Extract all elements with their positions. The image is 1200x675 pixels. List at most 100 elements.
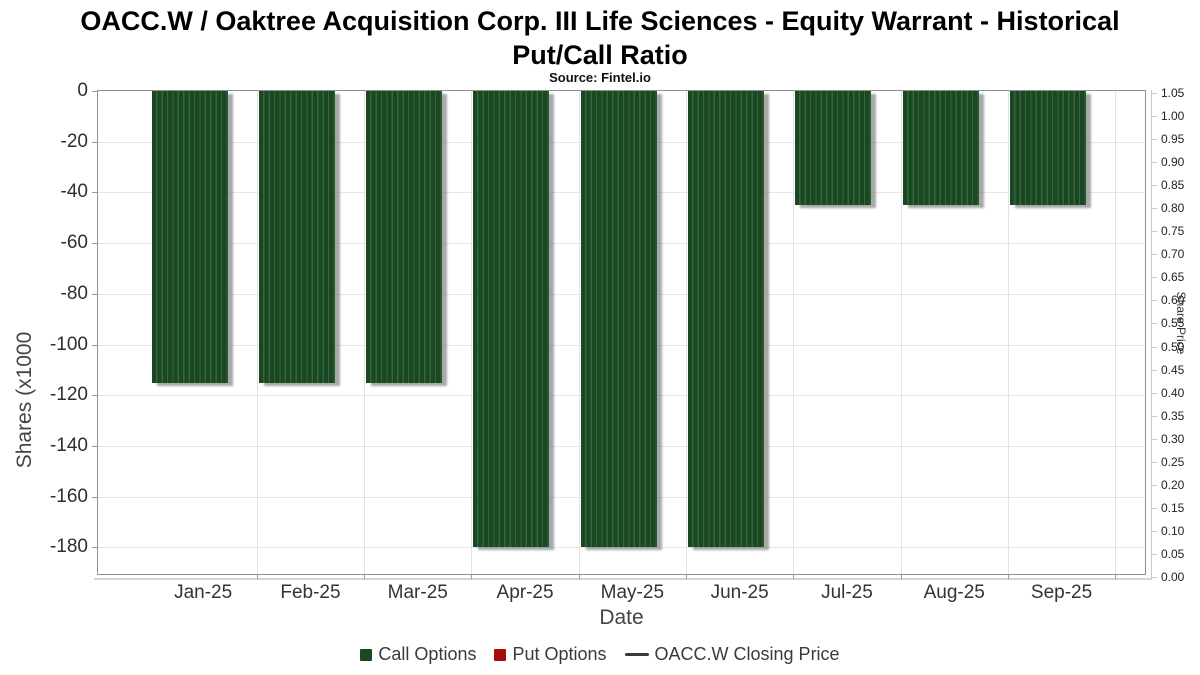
- x-axis-tick-label: Jul-25: [821, 582, 873, 603]
- chart-title-line2: Put/Call Ratio: [512, 40, 688, 70]
- bar-apr-25[interactable]: [473, 91, 550, 548]
- y-axis-right-tick-label: 0.05: [1161, 546, 1185, 561]
- y-axis-right-tick-label: 0.65: [1161, 270, 1185, 285]
- legend-label-oacc-w-closing-price: OACC.W Closing Price: [654, 644, 840, 664]
- y-axis-right-tick-mark: [1151, 162, 1157, 164]
- y-axis-right-tick-mark: [1151, 577, 1157, 578]
- y-axis-right-tick-label: 1.05: [1161, 86, 1185, 100]
- y-axis-left-tick-label: -160: [49, 485, 88, 507]
- v-gridline: [364, 91, 366, 574]
- x-axis-tick-label: Jan-25: [174, 582, 233, 603]
- x-axis-tick-label: Sep-25: [1030, 582, 1093, 603]
- y-axis-right-tick-mark: [1151, 369, 1157, 371]
- y-axis-left-tick-mark: [92, 243, 97, 245]
- y-axis-right-tick-mark: [1151, 507, 1157, 509]
- y-axis-left-tick-label: -60: [60, 232, 88, 254]
- legend-item-put-options[interactable]: Put Options: [494, 644, 607, 665]
- x-axis-tick-mark: [1007, 575, 1009, 579]
- legend-square-swatch-put-options: [494, 648, 507, 661]
- y-axis-right-tick-label: 0.35: [1161, 408, 1185, 423]
- y-axis-right-tick-mark: [1151, 93, 1157, 94]
- bar-aug-25[interactable]: [902, 91, 979, 206]
- y-axis-right-tick-mark: [1151, 438, 1157, 440]
- y-axis-right-tick-mark: [1151, 208, 1157, 210]
- x-axis-tick-mark: [686, 575, 687, 579]
- y-axis-left-tick-mark: [92, 445, 97, 447]
- x-axis-tick-mark: [364, 575, 366, 579]
- legend-line-swatch-oacc-w-closing-price: [624, 653, 649, 656]
- bar-sep-25[interactable]: [1009, 91, 1086, 206]
- x-axis-tick-mark: [900, 575, 902, 579]
- x-axis-tick-mark: [578, 575, 580, 579]
- y-axis-right-tick-label: 0.15: [1161, 500, 1185, 515]
- x-axis-tick-label: May-25: [600, 582, 665, 603]
- y-axis-right-tick-label: 0.75: [1161, 224, 1185, 239]
- bar-may-25[interactable]: [580, 91, 657, 548]
- y-axis-right-tick-label: 0.10: [1161, 523, 1185, 538]
- y-axis-right-tick-mark: [1151, 139, 1157, 141]
- y-axis-left-tick-label: -180: [49, 536, 88, 558]
- legend: Call Options Put Options OACC.W Closing Pr…: [0, 644, 1200, 665]
- bar-jul-25[interactable]: [795, 91, 872, 206]
- v-gridline: [1115, 91, 1117, 574]
- y-axis-left-tick-label: -80: [60, 282, 88, 304]
- y-axis-right-tick-mark: [1151, 461, 1157, 463]
- h-gridline: [98, 547, 1145, 549]
- y-axis-right-tick-mark: [1151, 231, 1157, 233]
- bar-mar-25[interactable]: [366, 91, 443, 383]
- y-axis-right-tick-label: 0.60: [1161, 293, 1185, 308]
- legend-item-oacc-w-closing-price[interactable]: OACC.W Closing Price: [624, 644, 840, 665]
- y-axis-left-tick-label: -100: [49, 333, 88, 355]
- x-axis-tick-mark: [256, 575, 258, 579]
- y-axis-left-tick-mark: [92, 496, 97, 498]
- y-axis-left-tick-mark: [92, 395, 97, 397]
- x-axis-tick-mark: [471, 575, 473, 579]
- y-axis-left-tick-mark: [92, 344, 97, 346]
- v-gridline: [900, 91, 902, 574]
- v-gridline: [686, 91, 687, 574]
- legend-label-put-options: Put Options: [512, 644, 607, 664]
- v-gridline: [1007, 91, 1009, 574]
- y-axis-left-tick-label: -20: [60, 130, 88, 152]
- legend-label-call-options: Call Options: [378, 644, 477, 664]
- y-axis-right-tick-mark: [1151, 553, 1157, 555]
- y-axis-left-tick-label: 0: [77, 80, 88, 101]
- legend-item-call-options[interactable]: Call Options: [360, 644, 476, 665]
- y-axis-right-tick-label: 0.00: [1161, 570, 1185, 584]
- y-axis-right-tick-mark: [1151, 300, 1157, 302]
- y-axis-right-tick-mark: [1151, 484, 1157, 486]
- y-axis-left-tick-mark: [92, 192, 97, 194]
- y-axis-right-tick-label: 0.55: [1161, 316, 1185, 331]
- y-axis-right-tick-mark: [1151, 392, 1157, 394]
- y-axis-right-tick-label: 0.40: [1161, 385, 1185, 400]
- y-axis-left-tick-mark: [92, 141, 97, 143]
- y-axis-right-tick-label: 1.00: [1161, 109, 1185, 124]
- y-axis-right-tick-label: 0.20: [1161, 477, 1185, 492]
- x-axis-tick-label: Jun-25: [710, 582, 769, 603]
- bar-jan-25[interactable]: [151, 91, 228, 383]
- y-axis-right-tick-label: 0.25: [1161, 454, 1185, 469]
- v-gridline: [578, 91, 580, 574]
- x-axis-title: Date: [599, 606, 644, 629]
- y-axis-right-tick-label: 0.70: [1161, 247, 1185, 262]
- y-axis-right-tick-label: 0.95: [1161, 132, 1185, 147]
- y-axis-right-tick-mark: [1151, 254, 1157, 256]
- x-axis-tick-mark: [793, 575, 795, 579]
- y-axis-right-tick-label: 0.90: [1161, 155, 1185, 170]
- y-axis-right-tick-label: 0.85: [1161, 178, 1185, 193]
- y-axis-right-tick-mark: [1151, 346, 1157, 348]
- y-axis-right-tick-label: 0.80: [1161, 201, 1185, 216]
- x-axis-line: [94, 578, 1152, 580]
- y-axis-left-tick-label: -120: [49, 384, 88, 406]
- y-axis-right-tick-mark: [1151, 116, 1157, 118]
- chart-title: OACC.W / Oaktree Acquisition Corp. III L…: [0, 4, 1200, 72]
- x-axis-tick-label: Apr-25: [496, 582, 554, 603]
- x-axis-tick-label: Mar-25: [387, 582, 448, 603]
- y-axis-left-tick-label: -140: [49, 434, 88, 456]
- bar-feb-25[interactable]: [258, 91, 335, 383]
- x-axis-tick-label: Feb-25: [280, 582, 341, 603]
- source-label: Source: Fintel.io: [549, 70, 651, 85]
- y-axis-right-tick-mark: [1151, 530, 1157, 532]
- y-axis-left-tick-mark: [92, 91, 97, 92]
- bar-jun-25[interactable]: [688, 91, 764, 548]
